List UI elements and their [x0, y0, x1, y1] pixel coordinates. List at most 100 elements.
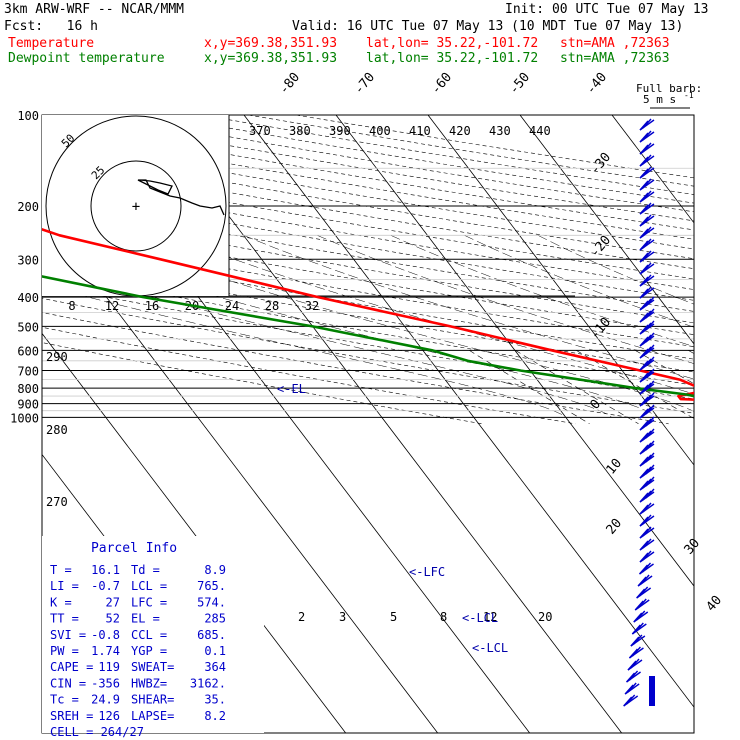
wind-barb: [639, 428, 655, 443]
level-annotation: <-LFC: [409, 565, 445, 579]
theta-label: 410: [409, 124, 431, 138]
wind-barb-feather: [639, 468, 649, 479]
pressure-label-200: 200: [17, 200, 39, 214]
wind-barb: [639, 166, 655, 179]
wind-barb-feather: [636, 610, 646, 621]
dewpoint-legend-latlon: lat,lon= 35.22,-101.72: [366, 51, 539, 66]
mixing-ratio-line: [576, 350, 694, 419]
wind-barb: [634, 598, 650, 611]
parcel-info-cell: TT =: [50, 612, 79, 626]
wind-barb-feather: [645, 404, 655, 415]
dewpoint-legend-label: Dewpoint temperature: [8, 51, 165, 66]
wind-barb-feather: [645, 320, 655, 331]
pressure-label-900: 900: [17, 398, 39, 412]
wind-barb: [639, 488, 655, 503]
wind-barb-feather: [639, 240, 649, 251]
mixing-ratio-line: [688, 350, 694, 354]
wind-barb-feather: [642, 382, 652, 393]
wind-barb-feather: [645, 428, 655, 439]
wind-barb-feather: [629, 670, 639, 681]
wind-barb-feather: [639, 516, 649, 527]
wind-barb-feather: [634, 600, 644, 611]
isotherm-label: -20: [588, 233, 615, 261]
theta-e-label: 280: [46, 423, 68, 437]
wind-barb-feather: [645, 452, 655, 463]
wind-barb-feather: [639, 192, 649, 203]
wind-barb-feather: [631, 646, 641, 657]
parcel-info-cell: LCL =: [131, 579, 167, 593]
wind-barb-feather: [639, 132, 649, 143]
speed-scale-tick: 32: [305, 299, 319, 313]
parcel-info-cell: 8.9: [204, 563, 226, 577]
parcel-info-cell: 765.: [197, 579, 226, 593]
wind-barb: [639, 274, 655, 287]
wind-barb-feather: [639, 168, 649, 179]
parcel-info-cell: 126: [98, 709, 120, 723]
wind-barb-feather: [642, 430, 652, 441]
wind-barb-feather: [642, 514, 652, 525]
wind-barb: [636, 586, 652, 599]
wind-barb: [639, 368, 655, 383]
wind-barb-feather: [642, 130, 652, 141]
temperature-legend-stn: stn=AMA ,72363: [560, 36, 670, 51]
wind-barb: [639, 452, 655, 467]
parcel-info-cell: SWEAT=: [131, 660, 174, 674]
parcel-info-cell: -356: [91, 676, 120, 690]
wind-barb: [637, 574, 653, 587]
dry-adiabat-line: [42, 284, 694, 400]
parcel-info-cell: 1.74: [91, 644, 120, 658]
isotherm-line: [335, 115, 694, 587]
wind-barb-feather: [642, 298, 652, 309]
wind-barb-feather: [637, 576, 647, 587]
mixing-ratio-line: [469, 350, 590, 425]
dry-adiabat-line: [200, 115, 694, 195]
parcel-info-cell: LFC =: [131, 595, 167, 609]
wind-barb-feather: [639, 180, 649, 191]
wind-barb: [630, 634, 646, 647]
dewpoint-legend-stn: stn=AMA ,72363: [560, 51, 670, 66]
parcel-info-cell: -0.8: [91, 628, 120, 642]
wind-barb-feather: [642, 154, 652, 165]
dry-adiabat-line: [42, 245, 694, 360]
wind-barb-feather: [642, 526, 652, 537]
wind-barb-feather: [639, 528, 649, 539]
wind-barb-feather: [642, 550, 652, 561]
wind-barb-feather: [639, 348, 649, 359]
parcel-info-cell: 16.1: [91, 563, 120, 577]
theta-label: 430: [489, 124, 511, 138]
parcel-info-cell: HWBZ=: [131, 676, 167, 690]
storm-motion-marker: +: [132, 199, 140, 215]
theta-e-label: 290: [46, 350, 68, 364]
speed-scale-tick: 16: [145, 299, 159, 313]
mixing-ratio-label: 12: [483, 610, 497, 624]
wind-barb-feather: [638, 564, 649, 575]
dewpoint-legend-xy: x,y=369.38,351.93: [204, 51, 338, 66]
temperature-legend-label: Temperature: [8, 36, 95, 51]
wind-barb-feather: [642, 226, 652, 237]
wind-barb-feather: [639, 324, 649, 335]
wind-barb-feather: [627, 660, 637, 671]
isotherm-line: [427, 115, 694, 466]
pressure-label-500: 500: [17, 320, 39, 334]
isotherm-label: 10: [604, 456, 626, 478]
parcel-info-cell: CCL =: [131, 628, 167, 642]
isotherm-label: 0: [588, 397, 605, 413]
wind-barb-feather: [639, 492, 649, 503]
wind-barb-feather: [642, 202, 652, 213]
wind-barb: [639, 416, 655, 431]
dry-adiabat-line: [42, 342, 483, 425]
wind-barb-feather: [639, 276, 649, 287]
wind-barb: [639, 526, 655, 539]
wind-barb: [627, 658, 643, 671]
moist-adiabat-line: [243, 235, 694, 380]
wind-barb-feather: [639, 264, 649, 275]
parcel-info-cell: 24.9: [91, 693, 120, 707]
wind-barb-feather: [642, 406, 652, 417]
wind-barb-feather: [642, 346, 652, 357]
wind-barb-feather: [645, 368, 655, 379]
parcel-info-cell: -0.7: [91, 579, 120, 593]
isotherm-label: -50: [507, 70, 534, 98]
isotherm-label: -40: [584, 70, 611, 98]
wind-barb-feather: [642, 178, 652, 189]
wind-barb-feather: [640, 574, 650, 585]
